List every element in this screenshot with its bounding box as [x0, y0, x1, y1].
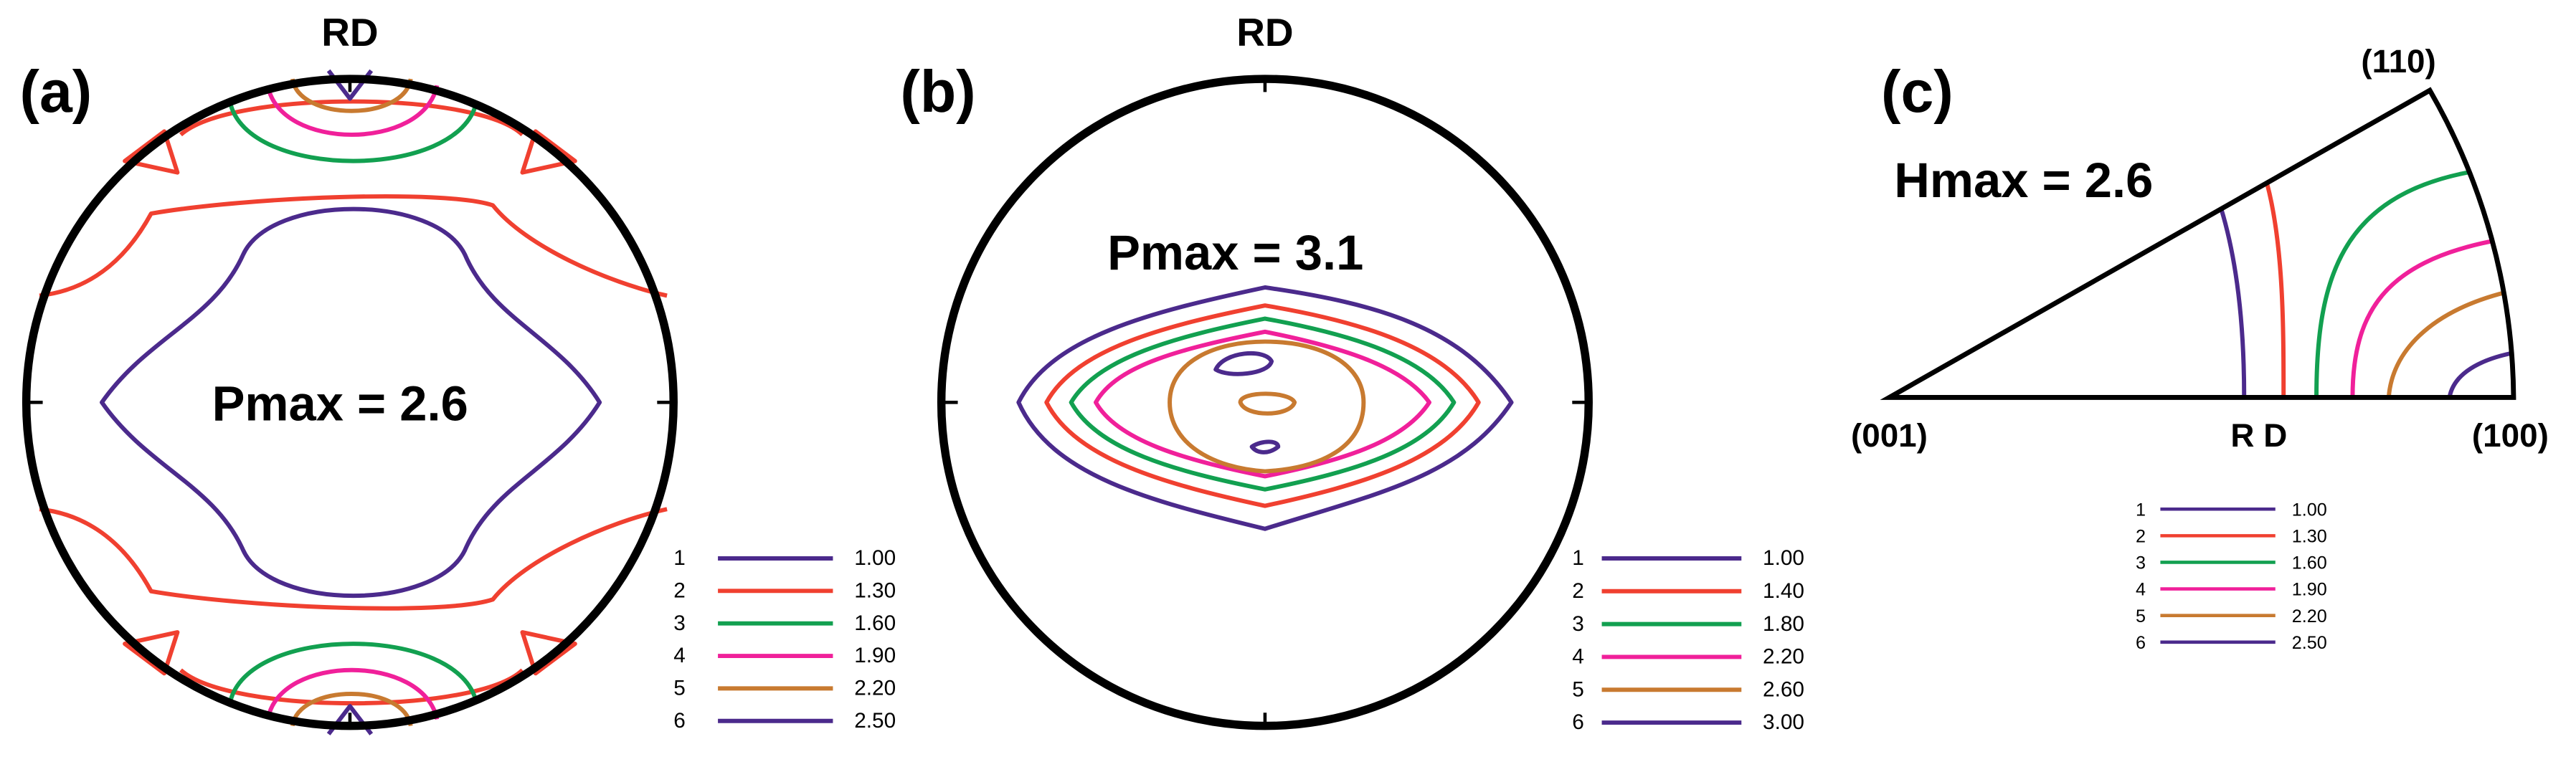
legend-value: 1.30	[854, 578, 896, 602]
panel-b: (b) RD Pmax = 3.1	[900, 10, 1593, 730]
legend-value: 1.40	[1763, 579, 1804, 603]
contour	[1168, 339, 1366, 474]
contour	[1069, 316, 1457, 492]
contour	[1044, 303, 1481, 508]
legend-value: 1.80	[1763, 612, 1804, 636]
legend-level: 2	[2136, 527, 2146, 547]
legend-value: 3.00	[1763, 710, 1804, 734]
contour	[290, 78, 413, 727]
rd-label: RD	[321, 10, 378, 54]
contour	[123, 129, 577, 676]
contour	[227, 101, 479, 704]
contour	[265, 85, 440, 720]
contour	[2265, 183, 2286, 398]
rd-label: RD	[1236, 10, 1293, 54]
legend-value: 1.00	[2292, 500, 2327, 520]
legend-level: 5	[673, 677, 686, 700]
legend-level: 1	[2136, 500, 2146, 520]
contour	[1093, 329, 1431, 479]
contour	[2314, 170, 2468, 398]
legend-level: 5	[2136, 606, 2146, 627]
annotation: Pmax = 2.6	[212, 376, 468, 432]
legend-level: 1	[1572, 546, 1584, 570]
pole-circle	[937, 75, 1593, 730]
legend-level: 2	[673, 578, 686, 602]
panel-a: (a) RD Pmax = 2.6	[19, 10, 678, 735]
contour	[39, 507, 668, 611]
ticks	[941, 75, 1589, 730]
panel-label: (a)	[19, 59, 92, 125]
legend-level: 2	[1572, 579, 1584, 603]
contour	[2219, 208, 2247, 398]
contours	[2219, 170, 2513, 399]
legend-level: 5	[1572, 677, 1584, 701]
contour	[1016, 285, 1514, 531]
legend-value: 2.60	[1763, 677, 1804, 701]
legend-value: 1.60	[2292, 553, 2327, 573]
axis-label: R D	[2230, 417, 2287, 454]
legend-level: 6	[2136, 633, 2146, 653]
legend-value: 2.20	[854, 677, 896, 700]
legend-level: 3	[673, 611, 686, 635]
contour	[1213, 351, 1281, 454]
corner-label: (100)	[2472, 417, 2549, 454]
contours	[1016, 285, 1514, 531]
contour	[179, 99, 524, 706]
contour	[2447, 351, 2513, 399]
annotation: Pmax = 3.1	[1107, 225, 1363, 280]
ticks	[26, 75, 674, 730]
legend-level: 3	[1572, 612, 1584, 636]
legend-value: 1.60	[854, 611, 896, 635]
panel-label: (b)	[900, 59, 975, 125]
legend-value: 1.00	[854, 546, 896, 570]
legend-level: 4	[2136, 580, 2146, 600]
legends: 1 1.00 2 1.30 3 1.60 4 1.90 5 2.20 6 2.50 1 1.00 2 1.40…	[673, 500, 2326, 734]
contour	[2350, 239, 2491, 398]
legend-value: 2.20	[1763, 645, 1804, 669]
contour	[2386, 290, 2506, 398]
panel-c: (c) (110) (001) (100) R D Hmax = 2.6	[1851, 43, 2549, 454]
panel-label: (c)	[1881, 59, 1954, 125]
corner-label: (110)	[2361, 43, 2435, 80]
contour	[39, 194, 668, 298]
legend-level: 6	[673, 709, 686, 733]
contour	[100, 206, 602, 598]
legend-value: 1.30	[2292, 527, 2327, 547]
legend-value: 1.90	[854, 644, 896, 667]
legend-value: 2.50	[854, 709, 896, 733]
stereo-triangle	[1880, 87, 2516, 400]
legend-value: 1.90	[2292, 580, 2327, 600]
legend-value: 1.00	[1763, 546, 1804, 570]
corner-label: (001)	[1851, 417, 1928, 454]
legend-level: 4	[1572, 645, 1584, 669]
legend-level: 4	[673, 644, 686, 667]
legend-level: 1	[673, 546, 686, 570]
legend-level: 3	[2136, 553, 2146, 573]
legend-value: 2.20	[2292, 606, 2327, 627]
legend-level: 6	[1572, 710, 1584, 734]
legend-value: 2.50	[2292, 633, 2327, 653]
annotation: Hmax = 2.6	[1894, 153, 2153, 208]
